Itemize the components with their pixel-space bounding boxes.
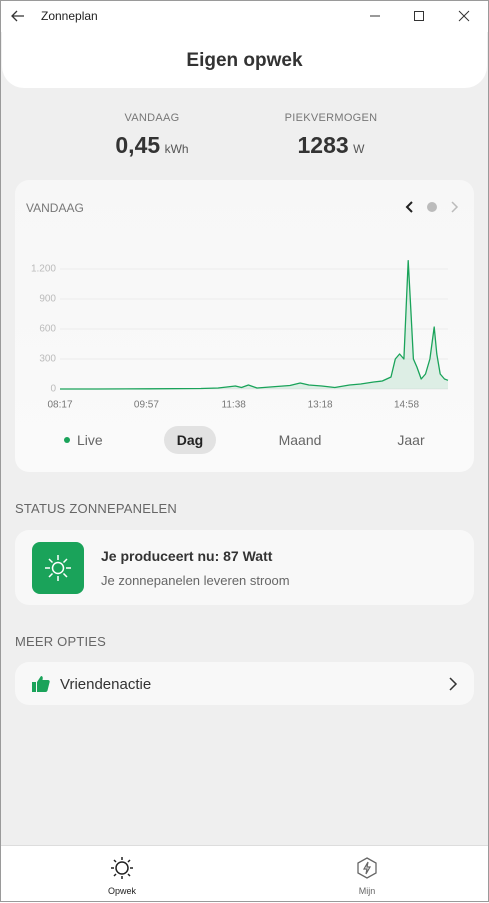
stat-label: PIEKVERMOGEN — [284, 112, 378, 124]
window-controls[interactable] — [365, 8, 475, 24]
section-heading: MEER OPTIES — [15, 634, 107, 649]
x-tick-label: 14:58 — [394, 400, 419, 411]
page-title: Eigen opwek — [186, 50, 303, 71]
stat-unit: W — [353, 142, 365, 156]
y-tick-label: 300 — [39, 354, 56, 365]
tab-live[interactable]: Live — [60, 426, 120, 454]
window-title: Zonneplan — [41, 9, 98, 23]
section-heading: STATUS ZONNEPANELEN — [15, 501, 177, 516]
back-button[interactable] — [10, 8, 26, 24]
status-title: Je produceert nu: 87 Watt — [101, 548, 273, 564]
status-subtitle: Je zonnepanelen leveren stroom — [101, 573, 290, 588]
sun-icon — [32, 542, 84, 594]
tab-label: Live — [77, 432, 103, 448]
nav-item[interactable]: Opwek — [92, 856, 152, 896]
tab-year[interactable]: Jaar — [397, 432, 425, 448]
chevron — [449, 677, 458, 691]
y-tick-label: 900 — [39, 294, 56, 305]
y-tick-label: 1.200 — [31, 264, 56, 275]
page-header: Eigen opwek — [2, 32, 487, 88]
stat-peak: PIEKVERMOGEN 1283 W — [231, 112, 431, 159]
line — [60, 260, 449, 390]
nav-item[interactable]: Mijn — [337, 856, 397, 896]
tab-month[interactable]: Maand — [278, 432, 322, 448]
stat-today: VANDAAG 0,45 kWh — [52, 112, 252, 159]
title-bar: Zonneplan — [0, 0, 489, 32]
area — [60, 260, 448, 389]
chart-card: VANDAAG 0 300 600 900 1.200 08:17 09:57 11:38 13… — [15, 180, 474, 472]
y-tick-label: 600 — [39, 324, 56, 335]
stat-value: 0,45 — [115, 132, 161, 158]
status-card: Je produceert nu: 87 Watt Je zonnepanele… — [15, 530, 474, 605]
option-row[interactable]: Vriendenactie — [15, 662, 474, 705]
nav-label: Opwek — [107, 886, 136, 896]
chart: VANDAAG 0 300 600 900 1.200 08:17 09:57 11:38 13… — [26, 201, 459, 411]
stat-value: 1283 — [297, 132, 349, 158]
x-tick-label: 09:57 — [134, 400, 159, 411]
stat-label: VANDAAG — [124, 112, 180, 124]
option-label: Vriendenactie — [60, 676, 152, 693]
prev-arrow[interactable] — [405, 201, 413, 213]
y-tick-label: 0 — [50, 384, 56, 395]
x-tick-label: 08:17 — [47, 400, 72, 411]
next-arrow[interactable] — [451, 201, 459, 213]
thumb-icon — [32, 676, 50, 692]
stat-unit: kWh — [164, 142, 189, 156]
bottom-nav: Opwek Mijn — [0, 845, 489, 903]
page-dot — [427, 202, 437, 212]
chart-title: VANDAAG — [26, 201, 84, 215]
nav-label: Mijn — [358, 886, 376, 896]
x-tick-label: 13:18 — [308, 400, 333, 411]
tab-day[interactable]: Dag — [164, 426, 216, 454]
x-tick-label: 11:38 — [222, 400, 247, 411]
energy-icon — [357, 857, 377, 879]
sun-icon — [111, 857, 133, 879]
